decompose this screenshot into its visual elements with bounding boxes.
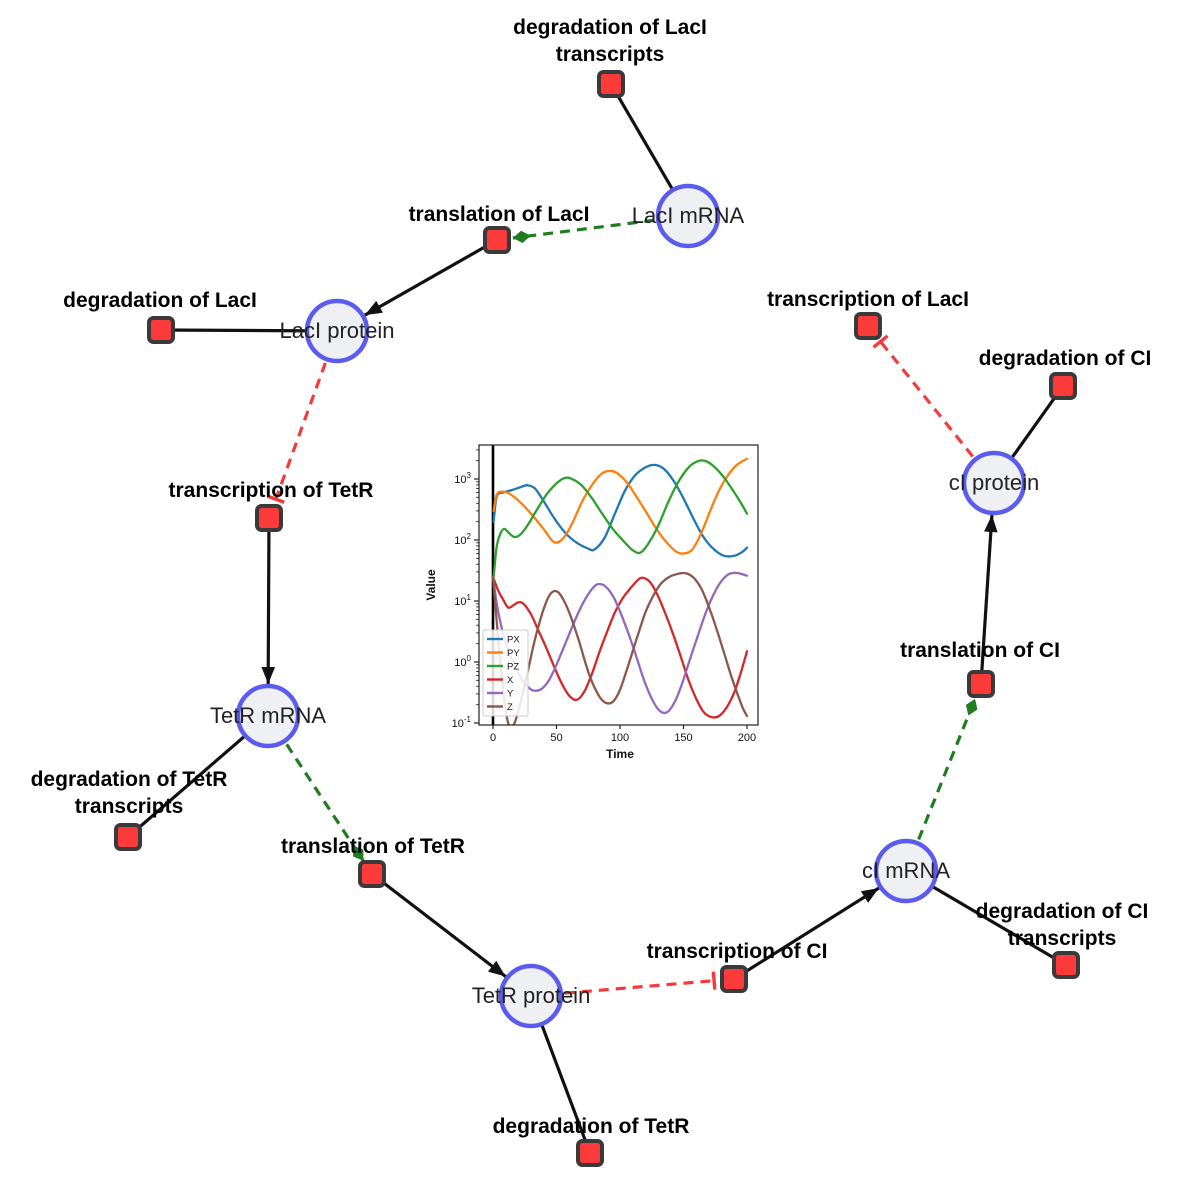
arrowhead-icon [984, 514, 998, 533]
reaction-label-deg_tetr_tx: degradation of TetR transcripts [31, 768, 228, 818]
chart-axes: 0 50 100 150 200 10-1 100 101 102 103 [452, 449, 756, 744]
reaction-node-transl_ci[interactable] [967, 670, 995, 698]
species-node-laci_protein[interactable] [304, 298, 370, 364]
svg-text:150: 150 [674, 732, 692, 744]
reaction-label-deg_tetr: degradation of TetR [493, 1115, 690, 1138]
reaction-label-deg_ci: degradation of CI [979, 347, 1152, 370]
svg-text:100: 100 [611, 732, 629, 744]
species-node-laci_mrna[interactable] [655, 183, 721, 249]
reaction-label-tx_ci: transcription of CI [647, 940, 828, 963]
series-line-PX [492, 463, 749, 558]
legend-label-Y: Y [507, 689, 514, 700]
inhibition-tbar-icon [711, 971, 717, 990]
species-node-tetr_protein[interactable] [498, 963, 564, 1029]
legend-label-PY: PY [507, 648, 520, 659]
reaction-label-deg_laci: degradation of LacI [63, 289, 257, 312]
species-node-ci_mrna[interactable] [873, 838, 939, 904]
reaction-node-tx_tetr[interactable] [255, 504, 283, 532]
reaction-node-deg_laci[interactable] [147, 316, 175, 344]
edge-product-tx_tetr-tetr_mrna [261, 517, 276, 685]
edge-product-transl_tetr-tetr_protein [371, 872, 507, 978]
edge-inhibitor-tetr_protein-tx_ci [530, 971, 717, 998]
modifier-diamond-icon [353, 845, 364, 861]
chart-legend: PX PY PZ XYZ [482, 629, 529, 717]
svg-text:103: 103 [454, 471, 471, 486]
arrowhead-icon [364, 300, 383, 316]
reaction-label-tx_tetr: transcription of TetR [169, 479, 374, 502]
reaction-label-transl_tetr: translation of TetR [281, 835, 465, 858]
edge-inhibitor-laci_protein-tx_tetr [266, 330, 339, 504]
reaction-label-deg_ci_tx: degradation of CI transcripts [976, 900, 1149, 950]
series-line-X [491, 575, 749, 719]
edge-modifier-tetr_mrna-transl_tetr [266, 715, 365, 862]
reaction-label-transl_laci: translation of LacI [409, 203, 590, 226]
species-label-laci_mrna: LacI mRNA [632, 203, 745, 228]
edge-inhibitor-ci_protein-tx_laci [872, 334, 996, 485]
species-label-laci_protein: LacI protein [280, 318, 395, 343]
svg-text:100: 100 [454, 654, 471, 669]
edge-modifier-ci_mrna-transl_ci [904, 698, 978, 872]
edge-modifier-laci_mrna-transl_laci [512, 214, 689, 244]
edge-product-transl_ci-ci_protein [979, 514, 998, 685]
reaction-node-transl_tetr[interactable] [358, 860, 386, 888]
series-line-Z [491, 571, 749, 725]
species-node-ci_protein[interactable] [961, 450, 1027, 516]
arrowhead-icon [487, 960, 506, 977]
legend-label-Z: Z [507, 702, 513, 713]
legend-label-PX: PX [507, 635, 520, 646]
reaction-node-deg_tetr[interactable] [576, 1139, 604, 1167]
reaction-node-tx_laci[interactable] [854, 312, 882, 340]
svg-text:102: 102 [454, 532, 471, 547]
modifier-diamond-icon [965, 698, 978, 716]
species-label-ci_mrna: cI mRNA [862, 858, 950, 883]
plot-frame [478, 444, 759, 726]
timeseries-chart-svg: 0 50 100 150 20010-1100101102103TimeValuePXP… [425, 428, 775, 770]
species-label-tetr_mrna: TetR mRNA [210, 703, 326, 728]
edges-layer [126, 83, 1067, 1154]
series-line-PY [492, 457, 749, 555]
nodes-layer [114, 70, 1080, 1167]
y-axis-title: Value [425, 569, 438, 601]
reaction-node-deg_ci[interactable] [1049, 372, 1077, 400]
edge-product-transl_laci-laci_protein [364, 238, 498, 317]
svg-text:101: 101 [454, 593, 471, 608]
reaction-label-tx_laci: transcription of LacI [767, 288, 969, 311]
labels-layer: degradation of LacI transcripts translatio… [31, 16, 1152, 1138]
arrowhead-icon [261, 666, 276, 685]
reaction-node-transl_laci[interactable] [483, 226, 511, 254]
reaction-node-tx_ci[interactable] [720, 965, 748, 993]
modifier-diamond-icon [512, 230, 531, 244]
inhibition-tbar-icon [872, 334, 889, 349]
arrowhead-icon [860, 888, 879, 903]
reaction-node-deg_tetr_tx[interactable] [114, 823, 142, 851]
legend-label-X: X [507, 675, 514, 686]
reaction-label-deg_laci_tx: degradation of LacI transcripts [513, 16, 707, 66]
legend-label-PZ: PZ [507, 662, 519, 673]
svg-text:200: 200 [738, 732, 756, 744]
x-axis-title: Time [606, 747, 634, 761]
species-label-ci_protein: cI protein [949, 470, 1040, 495]
svg-text:0: 0 [490, 732, 496, 744]
svg-text:50: 50 [550, 732, 562, 744]
species-node-tetr_mrna[interactable] [235, 683, 301, 749]
reaction-node-deg_ci_tx[interactable] [1052, 951, 1080, 979]
svg-text:10-1: 10-1 [452, 715, 472, 730]
reaction-label-transl_ci: translation of CI [900, 639, 1060, 662]
inhibition-tbar-icon [266, 494, 285, 504]
series-line-PZ [492, 459, 749, 578]
species-label-tetr_protein: TetR protein [472, 983, 591, 1008]
edge-product-tx_ci-ci_mrna [733, 886, 880, 981]
reaction-node-deg_laci_tx[interactable] [597, 70, 625, 98]
